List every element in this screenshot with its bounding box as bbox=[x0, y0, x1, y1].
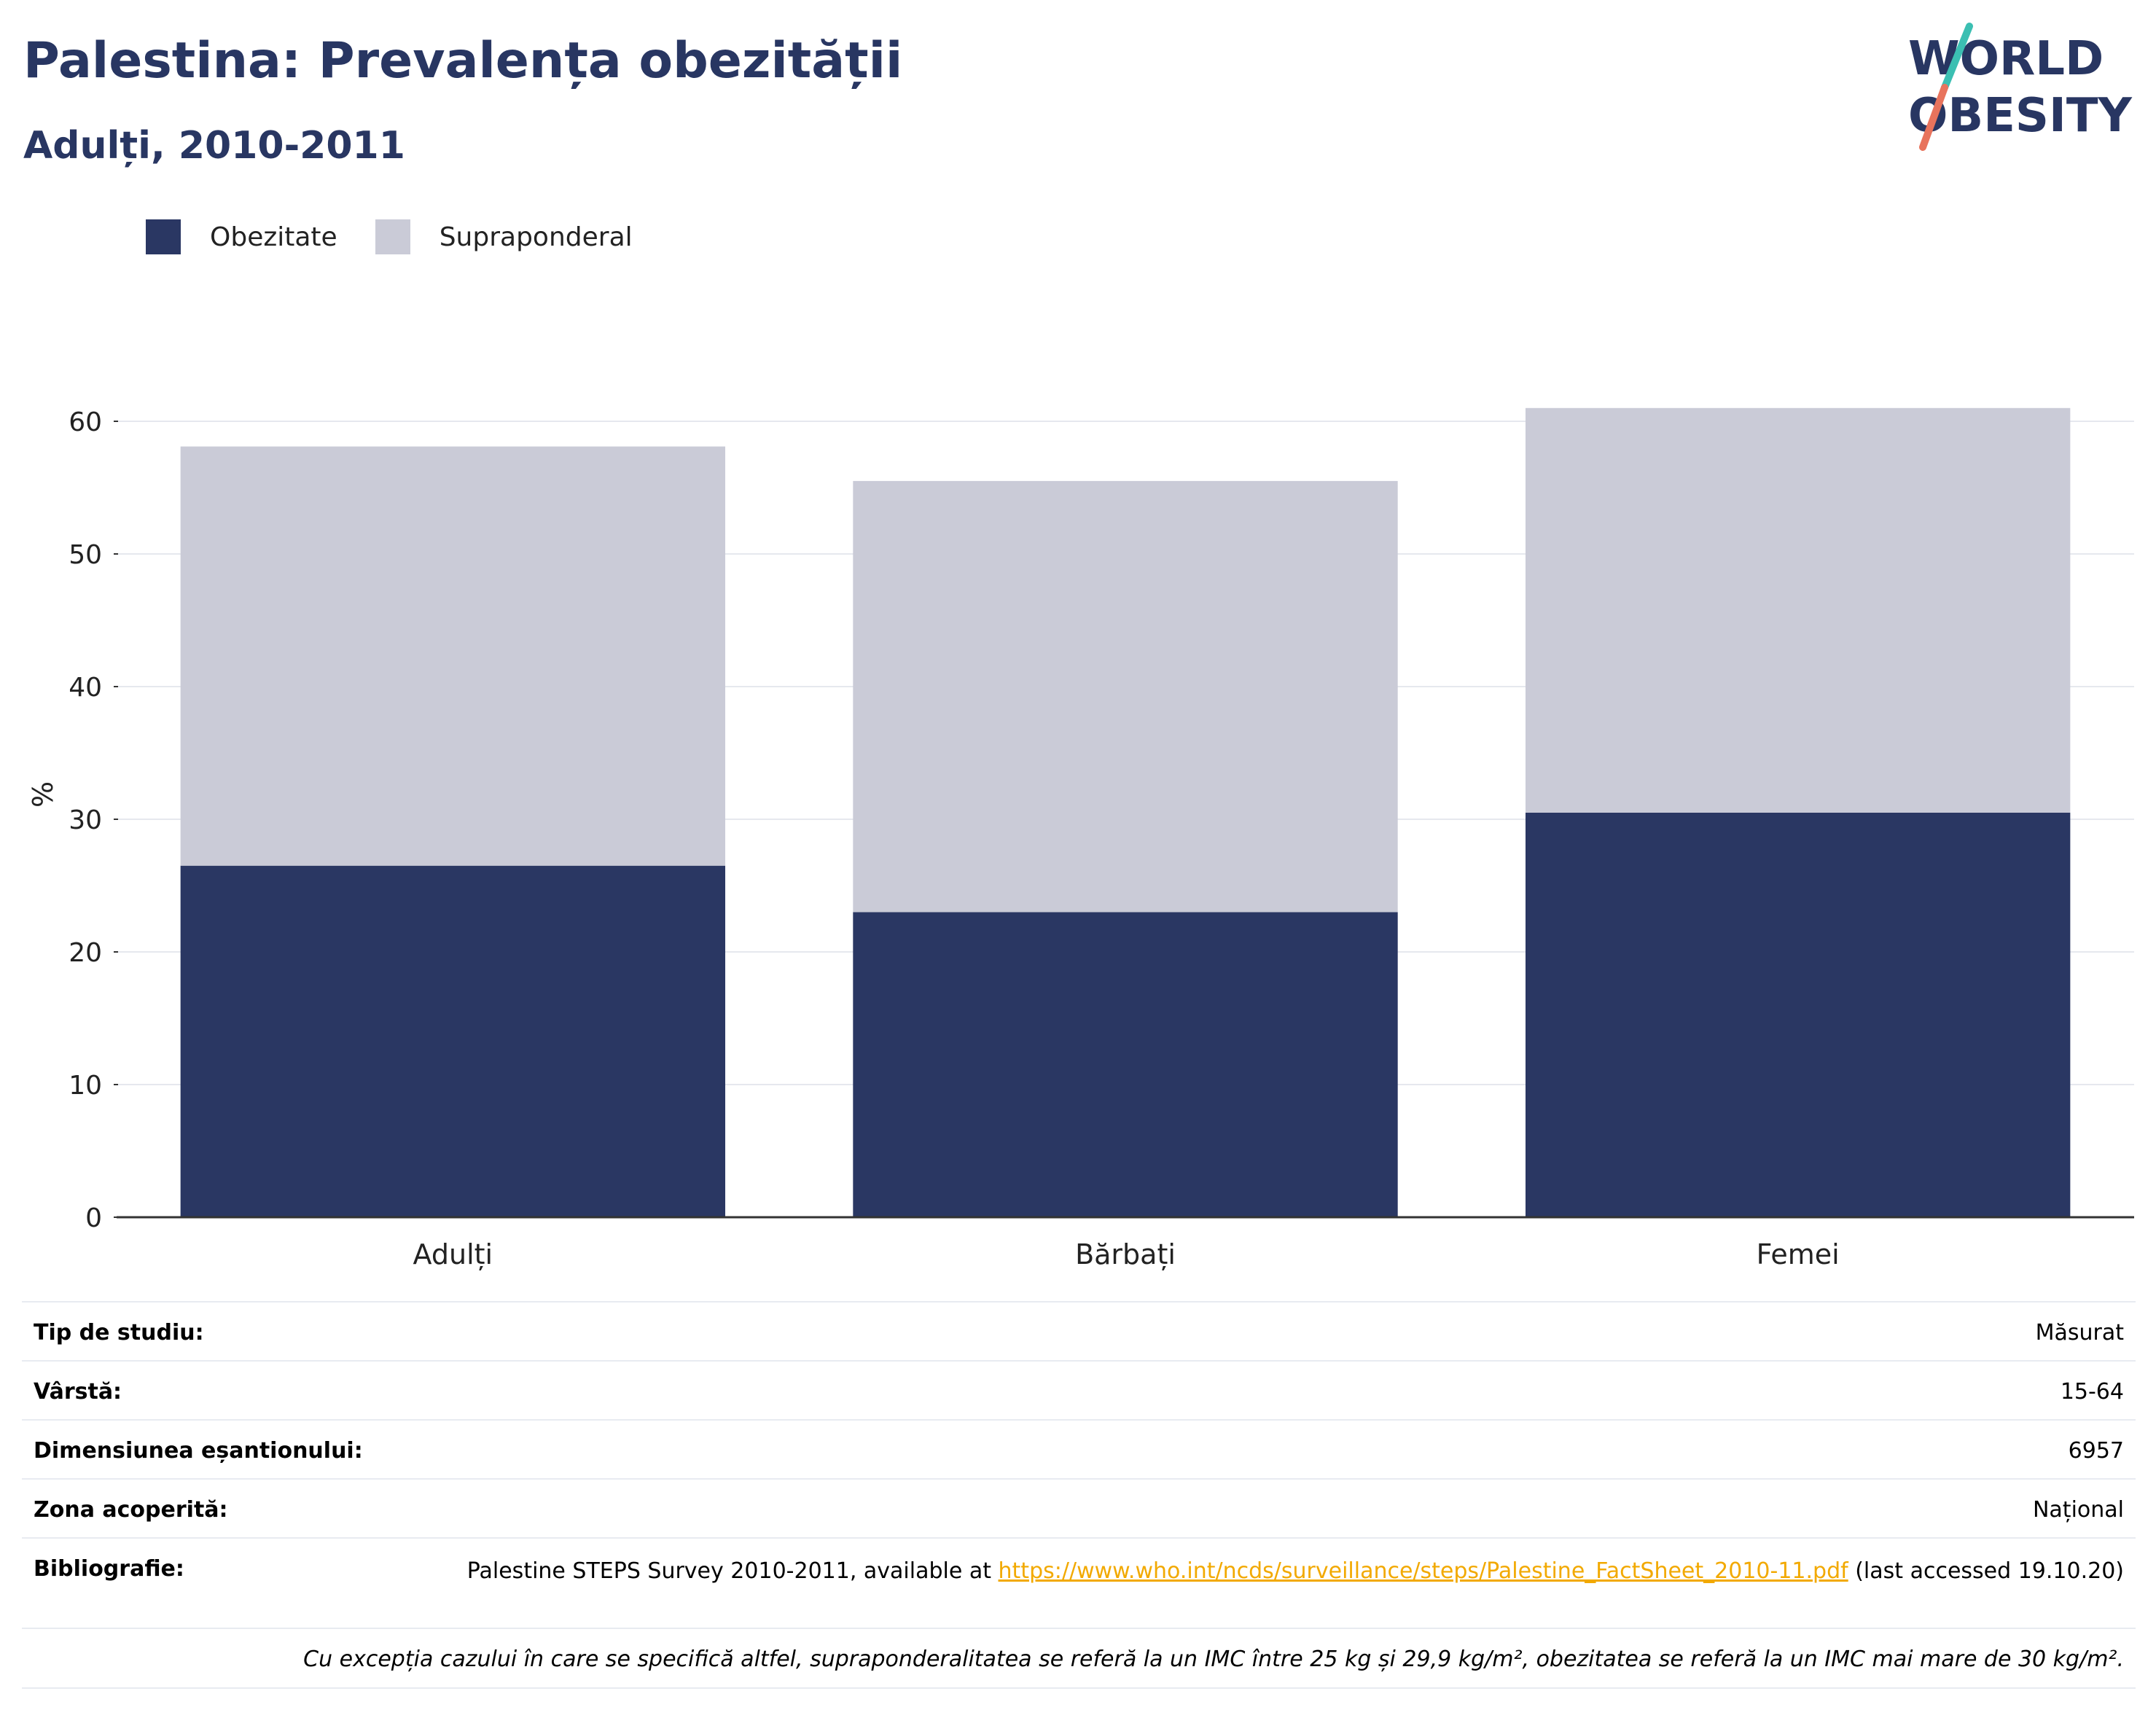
legend-label-overweight: Supraponderal bbox=[439, 222, 633, 252]
x-tick-label-0: Adulți bbox=[413, 1238, 493, 1270]
info-value-study-type: Măsurat bbox=[388, 1301, 2136, 1361]
x-tick-label-2: Femei bbox=[1757, 1238, 1840, 1270]
logo-line1: WORLD bbox=[1908, 32, 2104, 86]
chart-subtitle: Adulți, 2010-2011 bbox=[23, 124, 405, 168]
info-label-bibliography: Bibliografie: bbox=[22, 1537, 388, 1628]
info-value-sample-size: 6957 bbox=[388, 1419, 2136, 1479]
info-row-sample-size: Dimensiunea eșantionului: 6957 bbox=[22, 1419, 2136, 1479]
info-row-age: Vârstă: 15-64 bbox=[22, 1360, 2136, 1420]
info-value-coverage: Național bbox=[388, 1478, 2136, 1538]
definition-note: Cu excepția cazului în care se specifică… bbox=[22, 1628, 2136, 1689]
bars bbox=[180, 407, 2071, 1217]
bar-overweight-1 bbox=[853, 480, 1398, 913]
bibliography-text: Palestine STEPS Survey 2010-2011, availa… bbox=[466, 1558, 999, 1584]
stacked-bar-chart: 0 10 20 30 40 50 60 Adulți Bărbați Femei % bbox=[27, 407, 2134, 1270]
info-label-age: Vârstă: bbox=[22, 1360, 388, 1420]
bar-obesity-1 bbox=[853, 912, 1398, 1217]
info-label-sample-size: Dimensiunea eșantionului: bbox=[22, 1419, 388, 1479]
info-row-coverage: Zona acoperită: Național bbox=[22, 1478, 2136, 1538]
y-tick-label-0: 0 bbox=[85, 1203, 102, 1233]
logo-slash-coral bbox=[1919, 84, 1948, 151]
legend-swatch-obesity bbox=[146, 219, 181, 254]
info-row-bibliography: Bibliografie: Palestine STEPS Survey 201… bbox=[22, 1537, 2136, 1628]
info-row-study-type: Tip de studiu: Măsurat bbox=[22, 1301, 2136, 1361]
legend-item-obesity: Obezitate bbox=[146, 219, 337, 254]
bar-obesity-2 bbox=[1525, 812, 2071, 1217]
info-row-note: Cu excepția cazului în care se specifică… bbox=[22, 1628, 2136, 1689]
logo-slash-teal bbox=[1941, 23, 1973, 91]
legend: Obezitate Supraponderal bbox=[146, 219, 671, 255]
x-tick-label-1: Bărbați bbox=[1075, 1238, 1176, 1270]
bibliography-accessed: (last accessed 19.10.20) bbox=[1848, 1558, 2124, 1584]
info-value-bibliography: Palestine STEPS Survey 2010-2011, availa… bbox=[388, 1537, 2136, 1628]
legend-item-overweight: Supraponderal bbox=[375, 219, 633, 254]
bibliography-link[interactable]: https://www.who.int/ncds/surveillance/st… bbox=[998, 1558, 1848, 1584]
y-tick-label-40: 40 bbox=[69, 673, 102, 703]
y-tick-label-50: 50 bbox=[69, 540, 102, 570]
bar-obesity-0 bbox=[180, 865, 726, 1217]
legend-swatch-overweight bbox=[375, 219, 410, 254]
bar-overweight-2 bbox=[1525, 407, 2071, 813]
info-label-coverage: Zona acoperită: bbox=[22, 1478, 388, 1538]
world-obesity-logo: WORLD OBESITY bbox=[1908, 23, 2132, 151]
legend-label-obesity: Obezitate bbox=[210, 222, 337, 252]
y-tick-label-20: 20 bbox=[69, 938, 102, 968]
logo-line2: OBESITY bbox=[1908, 89, 2132, 143]
info-value-age: 15-64 bbox=[388, 1360, 2136, 1420]
bar-overweight-0 bbox=[180, 446, 726, 866]
chart-title: Palestina: Prevalența obezității bbox=[23, 32, 903, 90]
study-info-table: Tip de studiu: Măsurat Vârstă: 15-64 Dim… bbox=[22, 1301, 2136, 1689]
y-tick-label-30: 30 bbox=[69, 805, 102, 835]
y-tick-label-10: 10 bbox=[69, 1071, 102, 1101]
y-tick-label-60: 60 bbox=[69, 407, 102, 437]
axes: 0 10 20 30 40 50 60 Adulți Bărbați Femei bbox=[69, 407, 2134, 1270]
info-label-study-type: Tip de studiu: bbox=[22, 1301, 388, 1361]
y-axis-label: % bbox=[27, 781, 59, 808]
